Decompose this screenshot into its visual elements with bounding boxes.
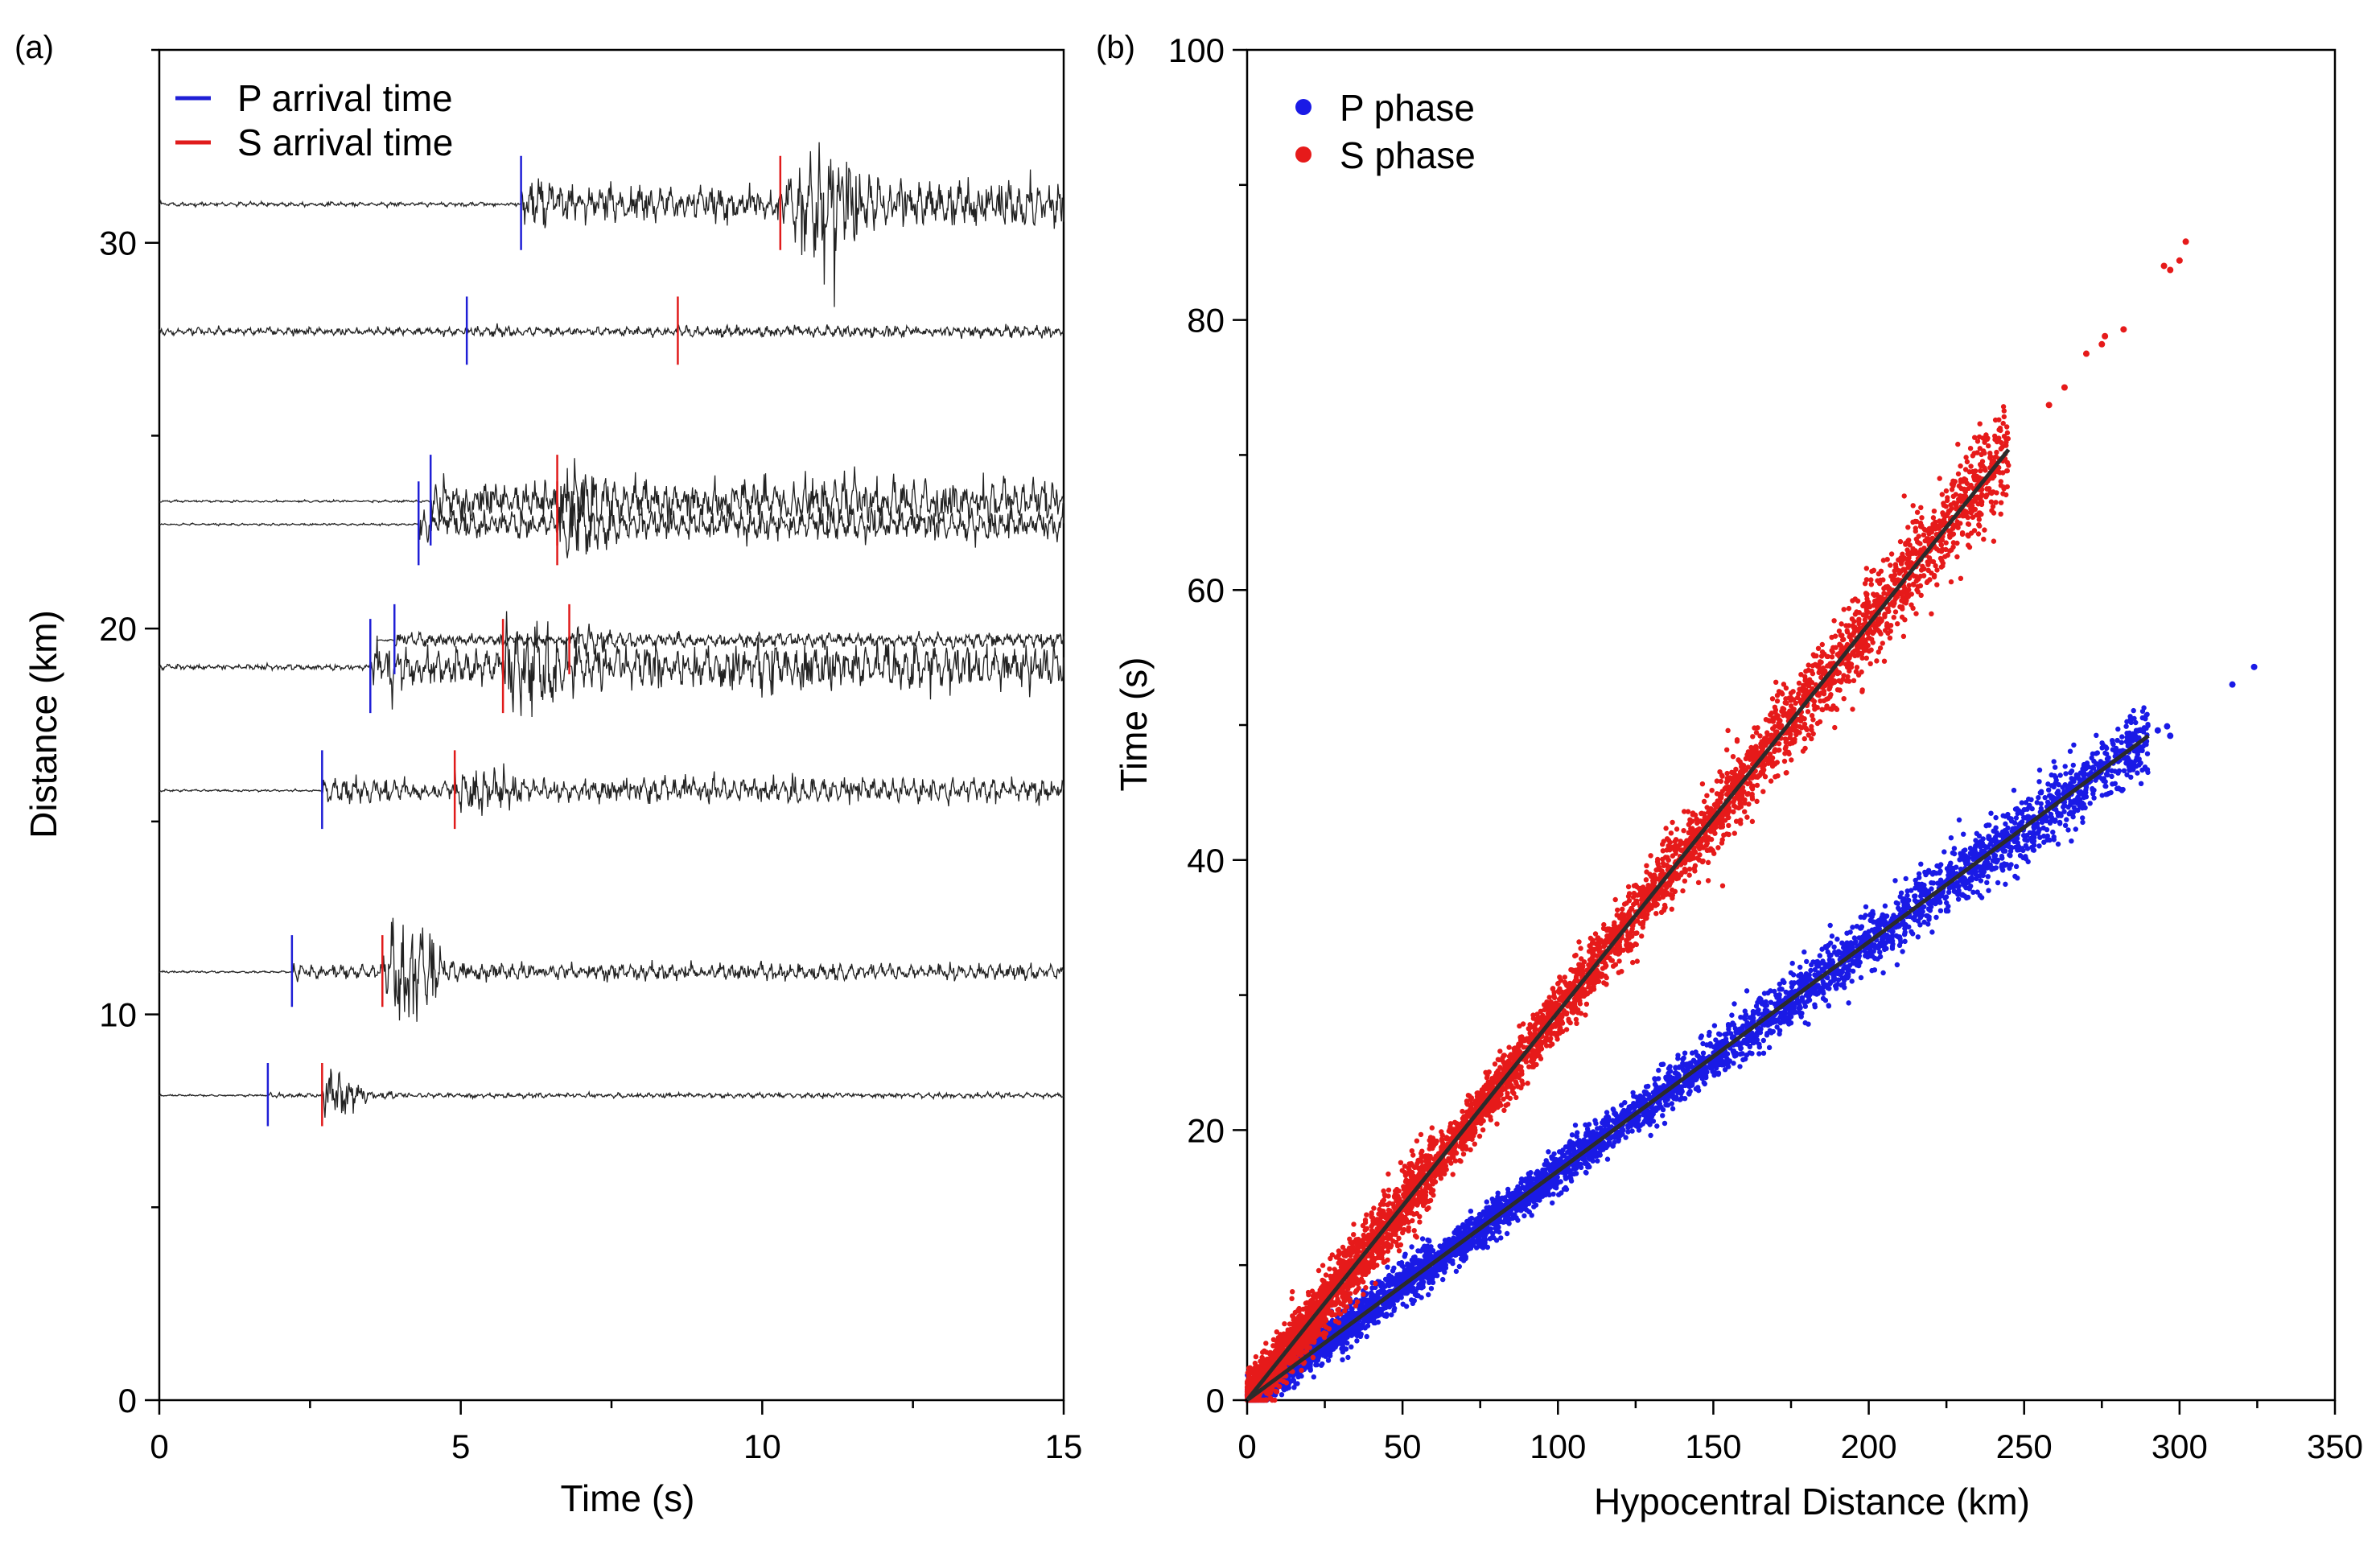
- s-phase-point: [2045, 402, 2053, 409]
- s-phase-point: [2160, 262, 2168, 270]
- panel-a-seismogram-chart: (a) 0 5 10 15 0 10 20 30 Time (s) Distance (km…: [14, 30, 1082, 1519]
- legend-p-phase-label: P phase: [1340, 87, 1475, 129]
- legend-p-phase-marker: [1295, 99, 1311, 115]
- seismogram-trace: [159, 458, 1064, 542]
- s-phase-point: [2082, 350, 2090, 357]
- x-tick-label: 300: [2151, 1428, 2208, 1465]
- y-tick-label: 60: [1187, 571, 1225, 609]
- s-phase-point: [2120, 326, 2127, 333]
- s-phase-point: [2098, 340, 2106, 348]
- y-tick-label: 20: [99, 610, 137, 648]
- x-tick-label: 5: [451, 1428, 470, 1465]
- seismogram-trace: [159, 323, 1064, 340]
- y-tick-label: 20: [1187, 1111, 1225, 1149]
- y-tick-label: 0: [118, 1382, 137, 1419]
- p-phase-point: [2154, 727, 2161, 734]
- y-tick-label: 10: [99, 996, 137, 1034]
- seismogram-trace: [159, 763, 1064, 816]
- p-phase-point: [2164, 723, 2171, 730]
- panel-b-y-axis-label: Time (s): [1113, 657, 1155, 792]
- panel-a-y-axis-label: Distance (km): [23, 610, 64, 838]
- p-phase-fit-line: [1246, 734, 2150, 1403]
- panel-a-traces: [159, 142, 1064, 1119]
- legend-s-phase-marker: [1295, 146, 1311, 163]
- x-tick-label: 350: [2307, 1428, 2363, 1465]
- x-tick-label: 150: [1685, 1428, 1741, 1465]
- s-phase-point: [2167, 266, 2174, 274]
- x-tick-label: 15: [1045, 1428, 1083, 1465]
- p-phase-point: [2250, 663, 2258, 670]
- seismogram-trace: [159, 491, 1064, 558]
- seismogram-trace: [159, 142, 1064, 307]
- panel-a-label: (a): [14, 30, 54, 65]
- p-phase-point-cloud: [1244, 705, 2151, 1403]
- p-phase-point: [2167, 732, 2174, 740]
- s-phase-fit-line: [1246, 448, 2011, 1402]
- legend-p-arrival-label: P arrival time: [237, 77, 453, 119]
- x-tick-label: 250: [1996, 1428, 2053, 1465]
- s-phase-point: [2102, 332, 2109, 340]
- panel-b-x-axis-label: Hypocentral Distance (km): [1594, 1481, 2030, 1522]
- y-tick-label: 30: [99, 225, 137, 262]
- s-phase-point: [2182, 238, 2189, 245]
- s-phase-point: [2176, 257, 2183, 264]
- s-phase-point-cloud: [1244, 404, 2011, 1403]
- y-tick-label: 40: [1187, 842, 1225, 880]
- x-tick-label: 0: [1237, 1428, 1256, 1465]
- panel-a-y-axis: 0 10 20 30: [99, 48, 159, 1419]
- panel-a-legend: P arrival time S arrival time: [175, 77, 453, 163]
- s-phase-point: [2061, 384, 2068, 391]
- seismogram-trace: [159, 1069, 1064, 1119]
- panel-a-x-axis-label: Time (s): [561, 1477, 695, 1519]
- seismogram-trace: [376, 624, 1064, 657]
- panel-b-travel-time-chart: (b) 0 50 100 150 200 250 300 350 0 20 40 60 80 100 H…: [1096, 30, 2363, 1522]
- panel-b-scatter-points: [1244, 238, 2258, 1403]
- y-tick-label: 100: [1168, 31, 1225, 69]
- panel-a-arrival-picks: [266, 155, 782, 1127]
- x-tick-label: 50: [1384, 1428, 1422, 1465]
- legend-s-arrival-label: S arrival time: [237, 122, 453, 163]
- y-tick-label: 80: [1187, 302, 1225, 340]
- p-phase-point: [2229, 681, 2236, 688]
- panel-b-label: (b): [1096, 30, 1135, 65]
- panel-b-legend: P phase S phase: [1295, 87, 1476, 176]
- x-tick-label: 10: [743, 1428, 781, 1465]
- panel-a-x-axis: 0 5 10 15: [150, 1400, 1082, 1465]
- x-tick-label: 100: [1530, 1428, 1586, 1465]
- seismogram-trace: [159, 917, 1064, 1022]
- x-tick-label: 0: [150, 1428, 168, 1465]
- seismogram-trace: [159, 611, 1064, 718]
- x-tick-label: 200: [1841, 1428, 1897, 1465]
- panel-b-y-axis: 0 20 40 60 80 100: [1168, 31, 1247, 1419]
- legend-s-phase-label: S phase: [1340, 134, 1476, 176]
- panel-b-fit-lines: [1246, 448, 2150, 1403]
- panel-b-x-axis: 0 50 100 150 200 250 300 350: [1237, 1400, 2363, 1465]
- y-tick-label: 0: [1206, 1382, 1225, 1419]
